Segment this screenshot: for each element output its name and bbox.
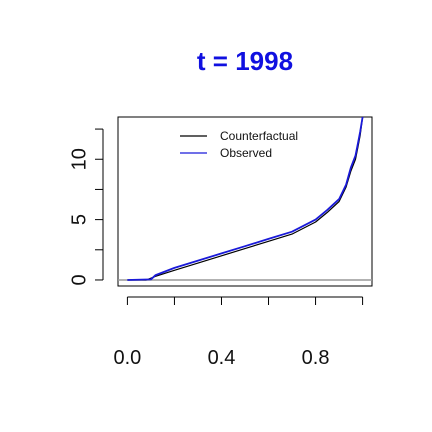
x-tick-label: 0.4	[208, 347, 236, 369]
y-tick-label: 0	[68, 274, 90, 285]
chart-title: t = 1998	[197, 46, 293, 76]
legend-label: Observed	[220, 146, 272, 160]
legend: Counterfactual Observed	[180, 129, 298, 160]
y-tick-label: 5	[68, 214, 90, 225]
y-tick-label: 10	[68, 148, 90, 170]
legend-label: Counterfactual	[220, 129, 298, 143]
x-tick-label: 0.0	[114, 347, 142, 369]
x-tick-label: 0.8	[302, 347, 330, 369]
